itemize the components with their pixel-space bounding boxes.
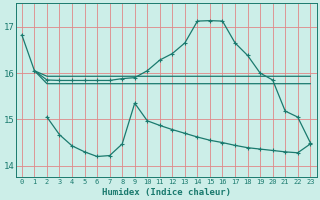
X-axis label: Humidex (Indice chaleur): Humidex (Indice chaleur) bbox=[101, 188, 231, 197]
